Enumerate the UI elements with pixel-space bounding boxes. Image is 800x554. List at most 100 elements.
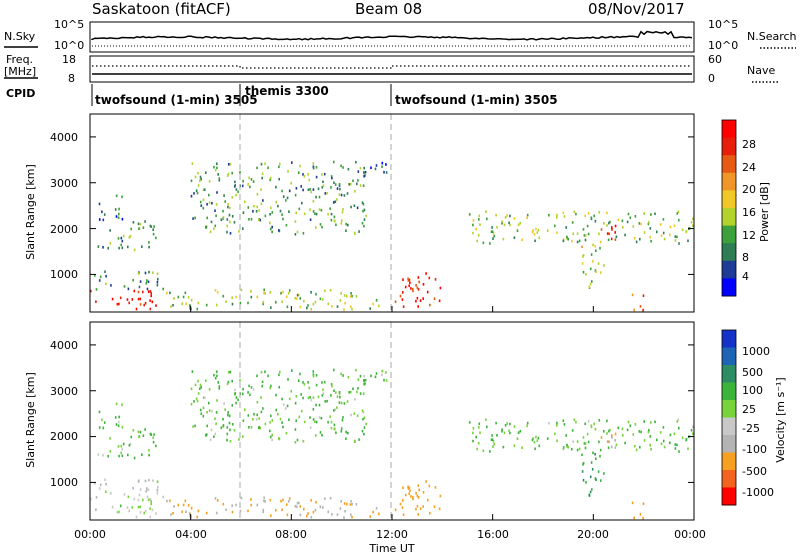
cbar-swatch-3 xyxy=(722,172,736,191)
power-region-1 xyxy=(94,270,164,291)
cbar-frame xyxy=(721,329,737,506)
power-region-11 xyxy=(631,293,645,312)
velocity-region-1 xyxy=(94,478,164,499)
cbar-swatch-9 xyxy=(722,278,736,297)
cbar-swatch-2 xyxy=(722,365,736,383)
freq-right-tick-bottom: 0 xyxy=(708,72,715,85)
power-cbar-tick-8: 8 xyxy=(742,251,749,264)
noise-left-tick-bottom: 10^0 xyxy=(54,39,84,52)
velocity-region-2 xyxy=(97,428,157,460)
velocity-region-4 xyxy=(166,496,380,519)
freq-right-tick-top: 60 xyxy=(708,53,722,66)
velocity-region-0 xyxy=(90,497,157,519)
power-cbar-tick-28: 28 xyxy=(742,138,756,151)
nave-dotted-line xyxy=(92,65,692,69)
power-region-7 xyxy=(394,272,442,308)
xtick-0000: 00:00 xyxy=(74,528,106,541)
cbar-swatch-8 xyxy=(722,260,736,279)
velocity-panel: 4000 3000 2000 1000 Slant Range [km] Vel… xyxy=(24,321,787,521)
velocity-region-9 xyxy=(581,451,605,497)
noise-right-tick-top: 10^5 xyxy=(708,18,738,31)
vel-ytick-3000: 3000 xyxy=(50,385,78,398)
cbar-swatch-9 xyxy=(722,487,736,506)
power-region-3 xyxy=(98,194,124,222)
cbar-swatch-3 xyxy=(722,382,736,401)
station-title: Saskatoon (fitACF) xyxy=(92,0,231,18)
xtick-0800: 08:00 xyxy=(275,528,307,541)
velocity-region-8 xyxy=(468,418,694,453)
nave-label: Nave xyxy=(747,64,775,77)
power-region-8 xyxy=(468,210,694,245)
power-y-ticks xyxy=(90,136,694,275)
power-panel: 4000 3000 2000 1000 Slant Range [km] Pow… xyxy=(24,113,771,313)
power-scatter xyxy=(90,160,694,312)
power-ytick-3000: 3000 xyxy=(50,177,78,190)
cbar-swatch-0 xyxy=(722,120,736,139)
power-ytick-2000: 2000 xyxy=(50,223,78,236)
power-region-10 xyxy=(600,224,617,241)
vel-cbar-label: Velocity [m s⁻¹] xyxy=(774,377,787,462)
power-region-5 xyxy=(190,160,367,236)
beam-title: Beam 08 xyxy=(355,0,422,18)
vel-ytick-4000: 4000 xyxy=(50,339,78,352)
power-region-4 xyxy=(166,288,380,311)
power-cbar-tick-4: 4 xyxy=(742,270,749,283)
cbar-swatch-4 xyxy=(722,400,736,418)
noise-panel: N.Sky 10^5 10^0 10^5 10^0 N.Search xyxy=(4,18,797,53)
cpid-panel: CPID twofsound (1-min) 3505 themis 3300 … xyxy=(6,84,558,107)
cpid-mode-1: twofsound (1-min) 3505 xyxy=(95,93,258,107)
velocity-region-10 xyxy=(600,432,617,449)
noise-right-tick-bottom: 10^0 xyxy=(708,39,738,52)
cbar-swatch-1 xyxy=(722,137,736,156)
vel-cbar-tick-25: 25 xyxy=(742,403,756,416)
cbar-swatch-2 xyxy=(722,155,736,174)
date-title: 08/Nov/2017 xyxy=(588,0,685,18)
cbar-swatch-0 xyxy=(722,330,736,348)
cbar-swatch-6 xyxy=(722,225,736,244)
velocity-scatter xyxy=(90,368,694,520)
vel-cbar-tick-500: 500 xyxy=(742,366,763,379)
power-region-9 xyxy=(581,243,605,289)
x-axis-label: Time UT xyxy=(368,542,414,554)
velocity-colorbar xyxy=(721,329,737,506)
freq-label-2: [MHz] xyxy=(4,65,36,78)
cbar-swatch-7 xyxy=(722,452,736,471)
vel-ytick-2000: 2000 xyxy=(50,430,78,443)
freq-label-1: Freq. xyxy=(6,53,33,66)
power-cbar-tick-24: 24 xyxy=(742,161,756,174)
vel-cbar-tick-100: 100 xyxy=(742,384,763,397)
power-ylabel: Slant Range [km] xyxy=(24,164,37,260)
xtick-0400: 04:00 xyxy=(175,528,207,541)
cpid-label: CPID xyxy=(6,87,35,100)
velocity-y-ticks xyxy=(90,344,694,483)
power-region-2 xyxy=(97,220,157,252)
nsky-label: N.Sky xyxy=(4,30,36,43)
power-cbar-tick-12: 12 xyxy=(742,229,756,242)
power-ytick-4000: 4000 xyxy=(50,131,78,144)
xtick-1600: 16:00 xyxy=(477,528,509,541)
power-region-6 xyxy=(355,160,388,178)
vel-cbar-tick-1000: 1000 xyxy=(742,345,770,358)
power-cbar-tick-16: 16 xyxy=(742,206,756,219)
power-cbar-label: Power [dB] xyxy=(758,182,771,242)
cbar-swatch-6 xyxy=(722,435,736,453)
cbar-swatch-7 xyxy=(722,243,736,262)
freq-left-tick-bottom: 8 xyxy=(68,72,75,85)
freq-left-tick-top: 18 xyxy=(62,53,76,66)
vel-cbar-tick-neg100: -100 xyxy=(742,443,767,456)
power-ytick-1000: 1000 xyxy=(50,268,78,281)
cbar-frame xyxy=(721,119,737,297)
cbar-swatch-1 xyxy=(722,347,736,366)
cbar-swatch-4 xyxy=(722,190,736,209)
power-cbar-tick-20: 20 xyxy=(742,183,756,196)
cpid-mode-2: themis 3300 xyxy=(245,84,329,98)
vel-ylabel: Slant Range [km] xyxy=(24,372,37,468)
xtick-1200: 12:00 xyxy=(376,528,408,541)
velocity-region-11 xyxy=(631,501,645,520)
vel-cbar-tick-neg500: -500 xyxy=(742,465,767,478)
velocity-region-6 xyxy=(355,368,388,386)
cbar-swatch-5 xyxy=(722,417,736,436)
cpid-mode-3: twofsound (1-min) 3505 xyxy=(395,93,558,107)
velocity-region-3 xyxy=(98,402,124,430)
cbar-swatch-8 xyxy=(722,470,736,488)
